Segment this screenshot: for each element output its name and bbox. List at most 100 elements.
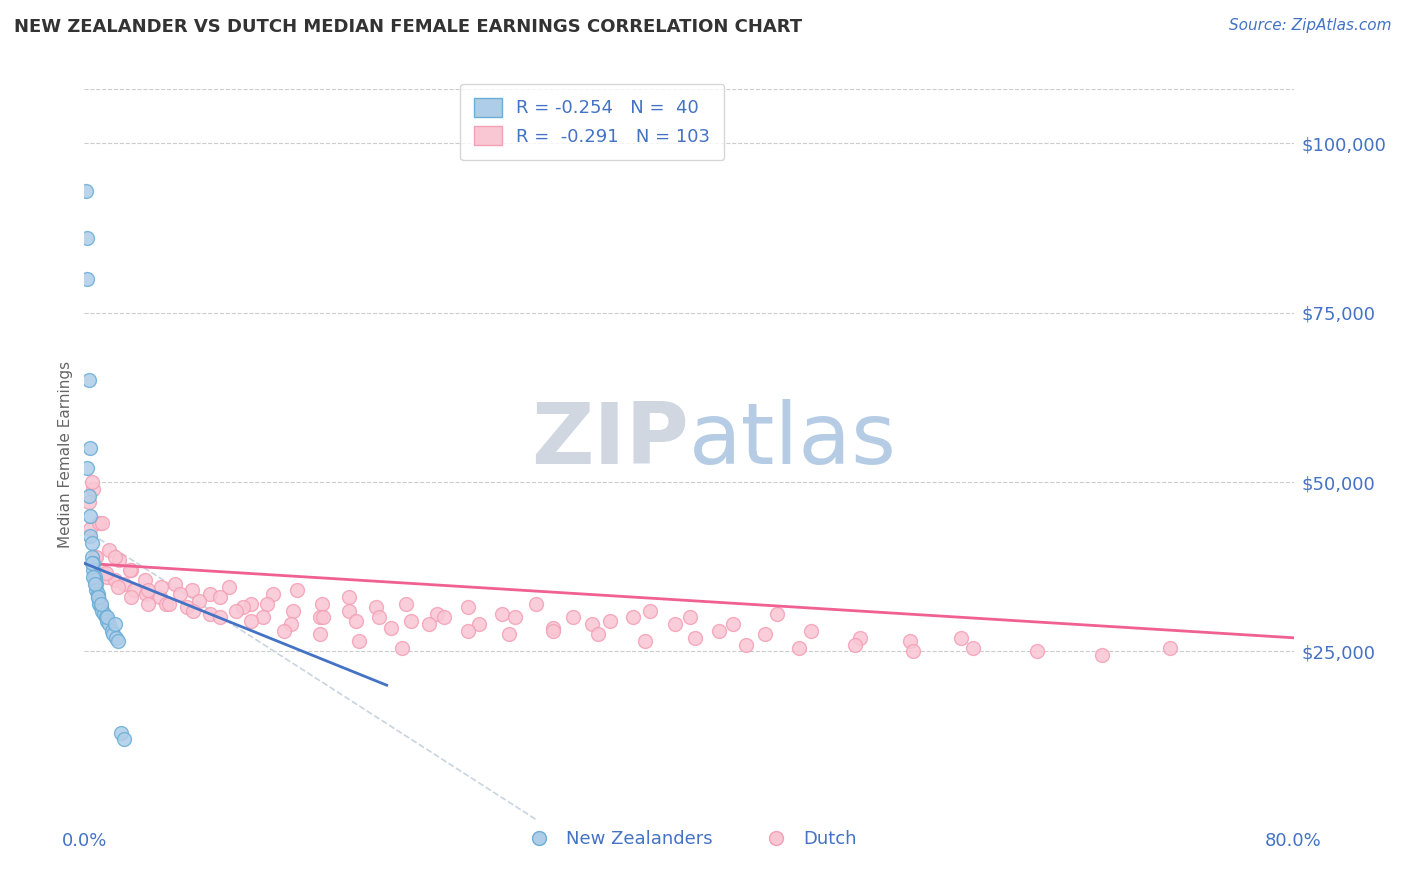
Point (256, 597, 278, 611)
Point (104, 549, 127, 564)
Point (391, 640, 413, 655)
Point (898, 634, 921, 648)
Point (364, 600, 387, 615)
Point (136, 583, 159, 598)
Point (84, 549, 107, 564)
Point (346, 614, 368, 628)
Point (94, 566, 117, 581)
Point (110, 725, 132, 739)
Point (262, 587, 284, 601)
Text: atlas: atlas (689, 399, 897, 482)
Point (1090, 648, 1112, 662)
Point (735, 638, 758, 652)
Point (96, 614, 118, 628)
Point (198, 607, 221, 621)
Point (287, 583, 309, 598)
Point (848, 631, 870, 645)
Point (273, 624, 295, 638)
Point (87, 590, 110, 604)
Point (89, 593, 111, 607)
Point (136, 597, 159, 611)
Point (209, 610, 232, 624)
Point (104, 617, 127, 632)
Point (112, 576, 135, 591)
Text: ZIP: ZIP (531, 399, 689, 482)
Point (97, 542, 120, 557)
Point (93, 607, 115, 621)
Point (82, 570, 104, 584)
Text: Source: ZipAtlas.com: Source: ZipAtlas.com (1229, 18, 1392, 33)
Point (337, 604, 360, 618)
Point (800, 624, 823, 638)
Point (84, 573, 107, 587)
Point (311, 597, 333, 611)
Point (765, 607, 787, 621)
Point (169, 587, 191, 601)
Point (91, 516, 114, 530)
Point (135, 587, 157, 601)
Point (122, 583, 145, 598)
Point (679, 610, 702, 624)
Point (638, 604, 661, 618)
Point (457, 624, 479, 638)
Point (1025, 644, 1047, 658)
Legend: New Zealanders, Dutch: New Zealanders, Dutch (515, 823, 863, 855)
Point (75, 184, 97, 198)
Point (89, 597, 111, 611)
Point (181, 604, 204, 618)
Point (82, 482, 104, 496)
Point (337, 590, 360, 604)
Text: NEW ZEALANDER VS DUTCH MEDIAN FEMALE EARNINGS CORRELATION CHART: NEW ZEALANDER VS DUTCH MEDIAN FEMALE EAR… (14, 18, 803, 36)
Point (425, 607, 447, 621)
Point (84, 576, 107, 591)
Point (82, 563, 104, 577)
Point (108, 553, 131, 567)
Point (80, 556, 103, 570)
Point (491, 607, 513, 621)
Point (232, 600, 254, 615)
Point (76, 231, 98, 245)
Point (90, 563, 112, 577)
Point (309, 627, 332, 641)
Point (86, 583, 108, 598)
Point (96, 570, 118, 584)
Point (787, 640, 810, 655)
Point (218, 580, 240, 594)
Point (84, 570, 107, 584)
Point (104, 573, 127, 587)
Point (79, 508, 101, 523)
Point (239, 614, 262, 628)
Point (90, 597, 112, 611)
Point (91, 604, 114, 618)
Point (94, 610, 117, 624)
Point (79, 523, 101, 537)
Point (349, 634, 371, 648)
Point (599, 614, 621, 628)
Point (107, 580, 129, 594)
Point (80, 536, 103, 550)
Point (176, 600, 198, 615)
Point (112, 732, 135, 747)
Point (209, 590, 232, 604)
Point (498, 627, 520, 641)
Point (1159, 640, 1181, 655)
Point (80, 475, 103, 489)
Point (150, 580, 173, 594)
Point (97, 617, 120, 632)
Point (105, 631, 128, 645)
Point (252, 610, 274, 624)
Point (588, 627, 610, 641)
Point (107, 634, 129, 648)
Point (281, 604, 304, 618)
Point (100, 624, 122, 638)
Point (418, 617, 440, 632)
Point (165, 576, 187, 591)
Point (581, 617, 603, 632)
Y-axis label: Median Female Earnings: Median Female Earnings (58, 361, 73, 549)
Point (541, 624, 564, 638)
Point (180, 583, 202, 598)
Point (134, 573, 156, 587)
Point (89, 516, 111, 530)
Point (90, 600, 112, 615)
Point (118, 563, 141, 577)
